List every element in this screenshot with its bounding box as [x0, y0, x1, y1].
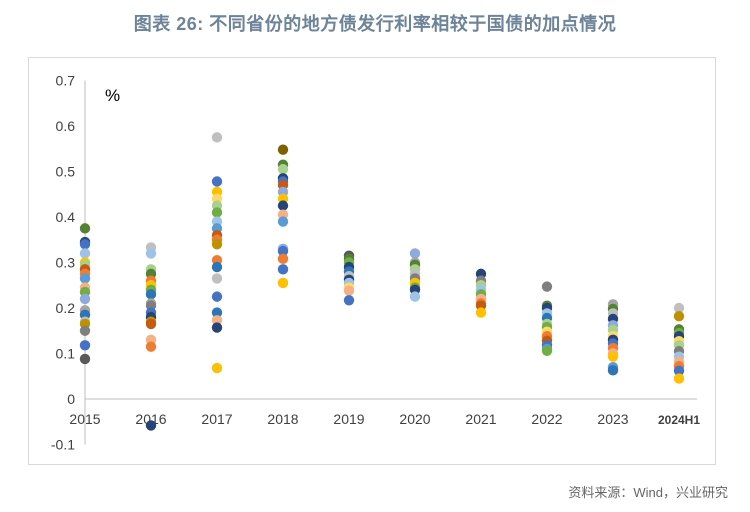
- data-point: [211, 315, 223, 326]
- data-point: [145, 289, 157, 300]
- data-point: [79, 273, 91, 284]
- x-tick-label: 2019: [333, 411, 364, 427]
- data-point: [79, 353, 91, 365]
- data-point: [277, 253, 289, 265]
- y-axis: -0.1 0 0.1 0.2 0.3 0.4 0.5 0.6 0.7: [51, 73, 86, 453]
- data-point: [277, 277, 289, 289]
- y-tick-label: 0.7: [56, 73, 76, 89]
- y-tick-label: -0.1: [51, 437, 75, 453]
- data-point: [277, 245, 289, 257]
- data-point: [409, 291, 421, 302]
- x-tick-label: 2016: [135, 411, 166, 427]
- data-point: [145, 318, 157, 330]
- y-tick-label: 0.4: [56, 209, 76, 225]
- x-tick-label: 2023: [597, 411, 628, 427]
- x-tick-label: 2024H1: [658, 413, 700, 427]
- data-point: [211, 362, 223, 374]
- data-point: [277, 144, 289, 155]
- x-tick-label: 2021: [465, 411, 496, 427]
- data-point: [211, 132, 223, 143]
- data-point: [211, 176, 223, 187]
- data-point: [673, 302, 685, 314]
- y-tick-label: 0.6: [56, 118, 76, 134]
- data-point: [673, 373, 685, 384]
- data-point: [277, 200, 289, 211]
- data-point: [145, 341, 157, 352]
- data-point: [79, 293, 91, 305]
- data-point: [211, 322, 223, 333]
- data-point: [79, 248, 91, 259]
- data-point: [79, 325, 91, 336]
- y-tick-label: 0.2: [56, 300, 76, 316]
- y-tick-label: 0.1: [56, 346, 76, 362]
- data-point: [277, 216, 289, 227]
- data-point: [211, 273, 223, 284]
- unit-label: %: [105, 86, 120, 105]
- source-note: 资料来源：Wind，兴业研究: [568, 485, 728, 500]
- x-tick-label: 2022: [531, 411, 562, 427]
- data-point: [343, 295, 355, 306]
- x-tick-label: 2017: [201, 411, 232, 427]
- data-points: [79, 132, 685, 431]
- chart-frame: -0.1 0 0.1 0.2 0.3 0.4 0.5 0.6 0.7 2015 2016 2017 2…: [28, 57, 716, 465]
- scatter-chart: -0.100.10.20.30.40.50.60.7 2015 2016 2017 2…: [51, 73, 700, 453]
- data-point: [145, 420, 157, 431]
- data-point: [79, 239, 91, 250]
- x-axis: 2015 2016 2017 2018 2019 2020 2021 2022 2023 2024…: [69, 398, 700, 427]
- data-point: [673, 365, 685, 376]
- y-tick-label: 0.5: [56, 164, 76, 180]
- chart-title: 图表 26: 不同省份的地方债发行利率相较于国债的加点情况: [133, 14, 617, 34]
- data-point: [541, 345, 553, 356]
- data-point: [343, 285, 355, 296]
- data-point: [607, 351, 619, 362]
- data-point: [475, 307, 487, 318]
- x-tick-label: 2020: [399, 411, 430, 427]
- data-point: [409, 248, 421, 259]
- data-point: [277, 164, 289, 175]
- data-point: [211, 207, 223, 218]
- data-point: [541, 281, 553, 292]
- data-point: [211, 261, 223, 273]
- x-tick-label: 2018: [267, 411, 298, 427]
- data-point: [607, 365, 619, 376]
- data-point: [211, 307, 223, 318]
- data-point: [673, 310, 685, 322]
- data-point: [277, 264, 289, 275]
- y-tick-label: 0: [67, 391, 75, 407]
- data-point: [145, 248, 157, 259]
- y-tick-label: 0.3: [56, 255, 76, 271]
- data-point: [79, 340, 91, 351]
- data-point: [211, 239, 223, 250]
- data-point: [79, 223, 91, 234]
- x-tick-label: 2015: [69, 411, 100, 427]
- data-point: [211, 291, 223, 302]
